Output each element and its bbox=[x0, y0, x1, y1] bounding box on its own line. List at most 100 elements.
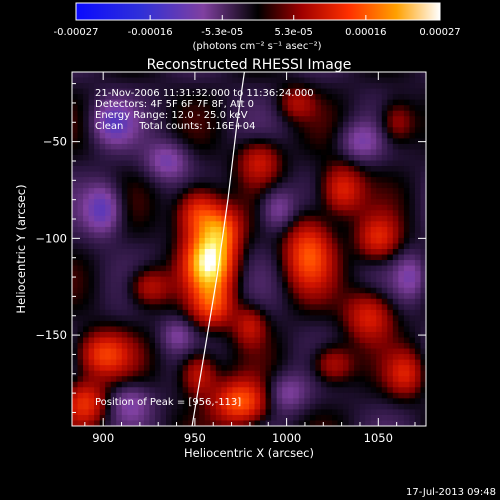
heatmap-cell bbox=[398, 370, 405, 377]
heatmap-cell bbox=[226, 287, 233, 294]
heatmap-cell bbox=[293, 398, 300, 405]
heatmap-cell bbox=[243, 138, 250, 145]
heatmap-cell bbox=[88, 403, 95, 410]
heatmap-cell bbox=[226, 409, 233, 416]
heatmap-cell bbox=[166, 116, 172, 123]
heatmap-cell bbox=[149, 226, 156, 233]
heatmap-cell bbox=[354, 166, 361, 172]
heatmap-cell bbox=[199, 149, 206, 156]
heatmap-cell bbox=[232, 359, 239, 366]
heatmap-cell bbox=[249, 287, 255, 294]
heatmap-cell bbox=[77, 160, 84, 167]
heatmap-cell bbox=[309, 337, 316, 344]
heatmap-cell bbox=[276, 226, 283, 233]
heatmap-cell bbox=[315, 215, 322, 222]
heatmap-cell bbox=[166, 166, 172, 172]
heatmap-cell bbox=[376, 331, 383, 338]
heatmap-cell bbox=[237, 116, 244, 123]
heatmap-cell bbox=[331, 94, 338, 101]
heatmap-cell bbox=[403, 398, 410, 405]
heatmap-cell bbox=[403, 254, 410, 261]
heatmap-cell bbox=[94, 287, 101, 294]
heatmap-cell bbox=[154, 387, 161, 394]
heatmap-cell bbox=[182, 154, 189, 161]
heatmap-cell bbox=[337, 337, 344, 344]
heatmap-cell bbox=[343, 381, 349, 388]
heatmap-cell bbox=[359, 199, 366, 206]
heatmap-cell bbox=[132, 193, 139, 200]
heatmap-cell bbox=[154, 309, 161, 316]
heatmap-cell bbox=[315, 149, 322, 156]
heatmap-cell bbox=[409, 215, 416, 222]
heatmap-cell bbox=[320, 237, 327, 244]
heatmap-cell bbox=[94, 414, 101, 421]
heatmap-cell bbox=[127, 116, 134, 123]
heatmap-cell bbox=[420, 210, 426, 217]
heatmap-cell bbox=[83, 149, 89, 156]
heatmap-cell bbox=[177, 166, 184, 172]
heatmap-cell bbox=[271, 387, 278, 394]
heatmap-cell bbox=[370, 105, 377, 112]
heatmap-cell bbox=[243, 77, 250, 84]
heatmap-cell bbox=[199, 370, 206, 377]
heatmap-cell bbox=[237, 177, 244, 184]
heatmap-cell bbox=[315, 265, 322, 272]
heatmap-cell bbox=[398, 398, 405, 405]
heatmap-cell bbox=[199, 309, 206, 316]
heatmap-cell bbox=[409, 376, 416, 383]
heatmap-cell bbox=[293, 193, 300, 200]
heatmap-cell bbox=[110, 72, 117, 78]
heatmap-cell bbox=[337, 260, 344, 266]
heatmap-cell bbox=[237, 121, 244, 128]
heatmap-cell bbox=[359, 237, 366, 244]
heatmap-cell bbox=[138, 221, 145, 228]
heatmap-cell bbox=[348, 398, 355, 405]
heatmap-cell bbox=[166, 370, 172, 377]
heatmap-cell bbox=[287, 265, 294, 272]
heatmap-cell bbox=[337, 359, 344, 366]
heatmap-cell bbox=[116, 343, 123, 349]
heatmap-cell bbox=[365, 215, 372, 222]
heatmap-cell bbox=[226, 420, 233, 426]
heatmap-cell bbox=[177, 94, 184, 101]
heatmap-cell bbox=[232, 260, 239, 266]
heatmap-cell bbox=[392, 199, 399, 206]
heatmap-cell bbox=[381, 381, 388, 388]
heatmap-cell bbox=[326, 249, 333, 255]
heatmap-cell bbox=[116, 199, 123, 206]
heatmap-cell bbox=[83, 381, 89, 388]
heatmap-cell bbox=[116, 260, 123, 266]
heatmap-cell bbox=[83, 72, 89, 78]
heatmap-cell bbox=[193, 154, 200, 161]
heatmap-cell bbox=[171, 331, 178, 338]
heatmap-cell bbox=[348, 249, 355, 255]
heatmap-cell bbox=[398, 83, 405, 89]
heatmap-cell bbox=[72, 403, 78, 410]
heatmap-cell bbox=[110, 320, 117, 327]
heatmap-cell bbox=[249, 105, 255, 112]
heatmap-cell bbox=[293, 105, 300, 112]
heatmap-cell bbox=[254, 403, 261, 410]
heatmap-cell bbox=[143, 398, 150, 405]
heatmap-cell bbox=[403, 265, 410, 272]
heatmap-cell bbox=[132, 110, 139, 117]
heatmap-cell bbox=[392, 403, 399, 410]
heatmap-cell bbox=[337, 132, 344, 139]
heatmap-cell bbox=[160, 387, 167, 394]
heatmap-cell bbox=[166, 232, 172, 239]
heatmap-cell bbox=[343, 226, 349, 233]
heatmap-cell bbox=[210, 254, 217, 261]
heatmap-cell bbox=[304, 116, 311, 123]
heatmap-cell bbox=[354, 315, 361, 322]
heatmap-cell bbox=[265, 287, 272, 294]
heatmap-cell bbox=[282, 171, 289, 178]
heatmap-cell bbox=[370, 293, 377, 300]
heatmap-cell bbox=[110, 392, 117, 399]
heatmap-cell bbox=[83, 88, 89, 95]
heatmap-cell bbox=[365, 143, 372, 150]
heatmap-cell bbox=[298, 154, 305, 161]
heatmap-cell bbox=[337, 237, 344, 244]
heatmap-cell bbox=[94, 154, 101, 161]
heatmap-cell bbox=[221, 403, 228, 410]
heatmap-cell bbox=[254, 282, 261, 289]
